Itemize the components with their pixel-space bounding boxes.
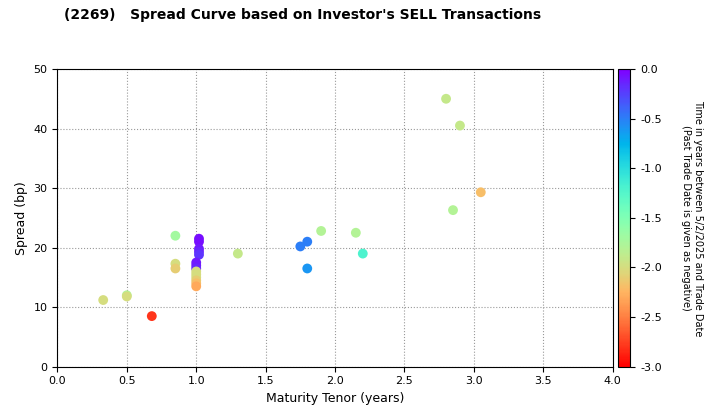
Point <box>121 293 132 300</box>
X-axis label: Maturity Tenor (years): Maturity Tenor (years) <box>266 392 404 405</box>
Y-axis label: Spread (bp): Spread (bp) <box>15 181 28 255</box>
Point <box>97 297 109 303</box>
Point <box>447 207 459 213</box>
Text: (2269)   Spread Curve based on Investor's SELL Transactions: (2269) Spread Curve based on Investor's … <box>64 8 541 22</box>
Point <box>454 122 466 129</box>
Point <box>357 250 369 257</box>
Point <box>191 280 202 287</box>
Point <box>170 260 181 267</box>
Y-axis label: Time in years between 5/2/2025 and Trade Date
(Past Trade Date is given as negat: Time in years between 5/2/2025 and Trade… <box>681 100 703 336</box>
Point <box>302 238 313 245</box>
Point <box>191 271 202 278</box>
Point <box>193 235 204 242</box>
Point <box>302 265 313 272</box>
Point <box>350 229 361 236</box>
Point <box>193 238 204 245</box>
Point <box>475 189 487 196</box>
Point <box>121 292 132 299</box>
Point <box>170 265 181 272</box>
Point <box>191 268 202 275</box>
Point <box>193 249 204 255</box>
Point <box>146 313 158 320</box>
Point <box>191 274 202 281</box>
Point <box>170 232 181 239</box>
Point <box>191 283 202 290</box>
Point <box>191 265 202 272</box>
Point <box>441 95 452 102</box>
Point <box>315 228 327 234</box>
Point <box>294 243 306 250</box>
Point <box>193 252 204 258</box>
Point <box>232 250 243 257</box>
Point <box>193 245 204 252</box>
Point <box>191 262 202 269</box>
Point <box>191 277 202 284</box>
Point <box>191 259 202 266</box>
